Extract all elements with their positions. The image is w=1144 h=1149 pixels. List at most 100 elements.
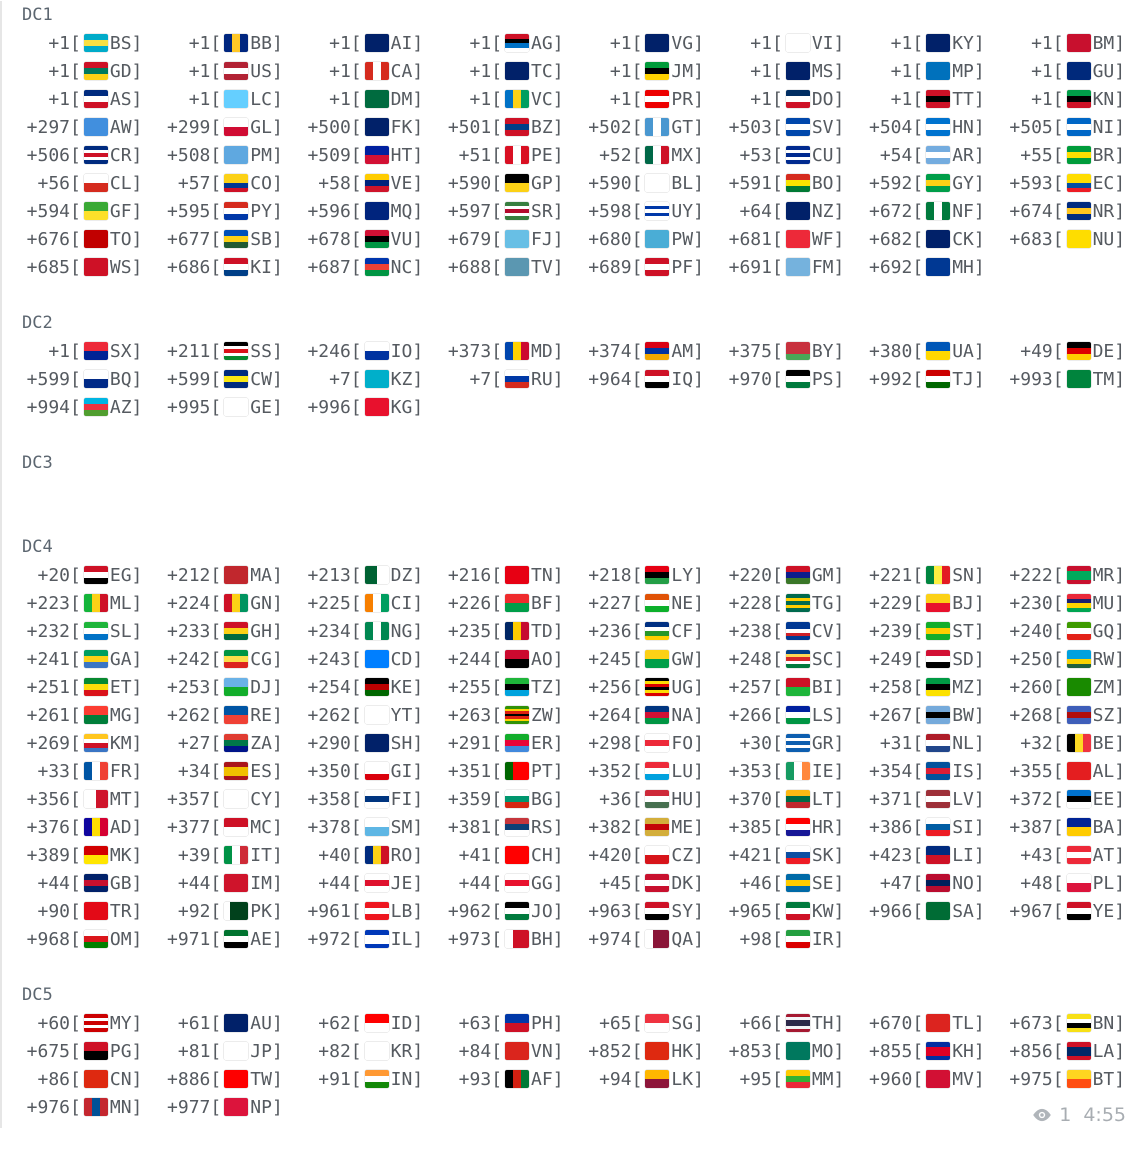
- country-iso: PH: [531, 1012, 553, 1034]
- country-code-entry: +266[LS]: [704, 701, 845, 729]
- flag-stripe: [785, 653, 810, 658]
- country-iso: US: [250, 60, 272, 82]
- bracket: [: [912, 32, 924, 54]
- flag-stripe: [83, 258, 108, 276]
- flag-stripe: [83, 690, 108, 696]
- dial-code: +47: [879, 872, 913, 894]
- dial-code: +7: [469, 368, 492, 390]
- flag-stripe: [505, 370, 530, 376]
- country-iso: GW: [671, 648, 694, 670]
- country-code-entry: +95[MM]: [704, 1065, 844, 1093]
- flag-stripe: [505, 47, 530, 52]
- flag-cg-icon: [224, 650, 249, 668]
- country-iso: PW: [671, 228, 694, 250]
- bracket: ]: [412, 116, 424, 138]
- flag-cf-icon: [645, 622, 670, 640]
- flag-vc-icon: [505, 90, 530, 108]
- country-iso: RO: [390, 844, 413, 866]
- country-code-entry: +66[TH]: [704, 1009, 844, 1037]
- dial-code: +672: [869, 200, 913, 222]
- flag-stripe: [785, 174, 810, 180]
- country-code-entry: +298[FO]: [564, 729, 704, 757]
- flag-stripe: [785, 824, 810, 830]
- bracket: [: [631, 144, 643, 166]
- dial-code: +235: [447, 620, 492, 642]
- flag-stripe: [224, 356, 249, 360]
- bracket: [: [70, 1096, 81, 1118]
- country-iso: KW: [811, 900, 834, 922]
- country-code-entry: +267[BW]: [844, 701, 985, 729]
- country-code-entry: +595[PY]: [142, 197, 283, 225]
- dial-code: +674: [1009, 200, 1053, 222]
- country-iso: IN: [390, 1068, 413, 1090]
- flag-stripe: [505, 382, 530, 388]
- country-iso: GE: [250, 396, 272, 418]
- flag-ca-icon: [364, 62, 389, 80]
- bracket: [: [912, 900, 924, 922]
- flag-pl-icon: [1066, 874, 1091, 892]
- country-code-entry: +994[AZ]: [2, 393, 143, 421]
- flag-stripe: [224, 634, 249, 640]
- flag-stripe: [1066, 1079, 1091, 1088]
- bracket: [: [771, 704, 783, 726]
- flag-mt-icon: [83, 790, 108, 808]
- bracket: [: [350, 648, 362, 670]
- bracket: ]: [271, 1096, 283, 1118]
- country-iso: MD: [531, 340, 553, 362]
- country-code-entry: +49[DE]: [985, 337, 1125, 365]
- flag-stripe: [224, 370, 249, 376]
- flag-stripe: [83, 230, 108, 248]
- flag-bs-icon: [83, 34, 108, 52]
- flag-stripe: [645, 626, 670, 631]
- bracket: ]: [412, 816, 424, 838]
- country-code-entry: +598[UY]: [564, 197, 704, 225]
- flag-stripe: [1066, 858, 1091, 864]
- flag-stripe: [785, 1070, 810, 1076]
- country-iso: KM: [109, 732, 132, 754]
- country-iso: GR: [811, 732, 834, 754]
- flag-stripe: [83, 156, 108, 161]
- flag-vu-icon: [364, 230, 389, 248]
- bracket: ]: [833, 200, 845, 222]
- flag-stripe: [372, 622, 381, 640]
- country-code-entry: +1[AS]: [2, 85, 142, 113]
- flag-stripe: [83, 211, 108, 220]
- flag-stripe: [926, 846, 951, 855]
- bracket: ]: [552, 900, 564, 922]
- flag-stripe: [83, 818, 92, 836]
- flag-stripe: [926, 678, 951, 684]
- bracket: ]: [1114, 368, 1126, 390]
- flag-stripe: [1066, 158, 1091, 164]
- flag-stripe: [364, 236, 389, 242]
- flag-stripe: [83, 715, 108, 724]
- bracket: ]: [131, 172, 143, 194]
- flag-ag-icon: [505, 34, 530, 52]
- flag-stripe: [926, 351, 951, 360]
- dial-code: +961: [307, 900, 351, 922]
- dial-code: +64: [739, 200, 772, 222]
- country-code-entry: +1[GU]: [985, 57, 1125, 85]
- country-code-entry: +81[JP]: [142, 1037, 283, 1065]
- flag-nz-icon: [785, 202, 810, 220]
- bracket: ]: [833, 88, 845, 110]
- flag-stripe: [83, 1021, 108, 1025]
- bracket: ]: [412, 60, 424, 82]
- flag-stripe: [785, 1082, 810, 1088]
- country-code-entry: +30[GR]: [704, 729, 844, 757]
- flag-stripe: [364, 650, 389, 668]
- flag-stripe: [505, 908, 530, 914]
- flag-stripe: [224, 68, 249, 74]
- bracket: ]: [833, 256, 845, 278]
- flag-lt-icon: [785, 790, 810, 808]
- code-row: +994[AZ] +995[GE] +996[KG]: [2, 393, 1144, 421]
- flag-stripe: [95, 790, 108, 808]
- dial-code: +673: [1009, 1012, 1053, 1034]
- bracket: [: [912, 200, 924, 222]
- flag-bl-icon: [645, 174, 670, 192]
- bracket: [: [771, 1068, 783, 1090]
- country-iso: GI: [390, 760, 413, 782]
- dial-code: +976: [26, 1096, 71, 1118]
- flag-de-icon: [1066, 342, 1091, 360]
- bracket: ]: [833, 648, 845, 670]
- flag-stripe: [785, 858, 810, 864]
